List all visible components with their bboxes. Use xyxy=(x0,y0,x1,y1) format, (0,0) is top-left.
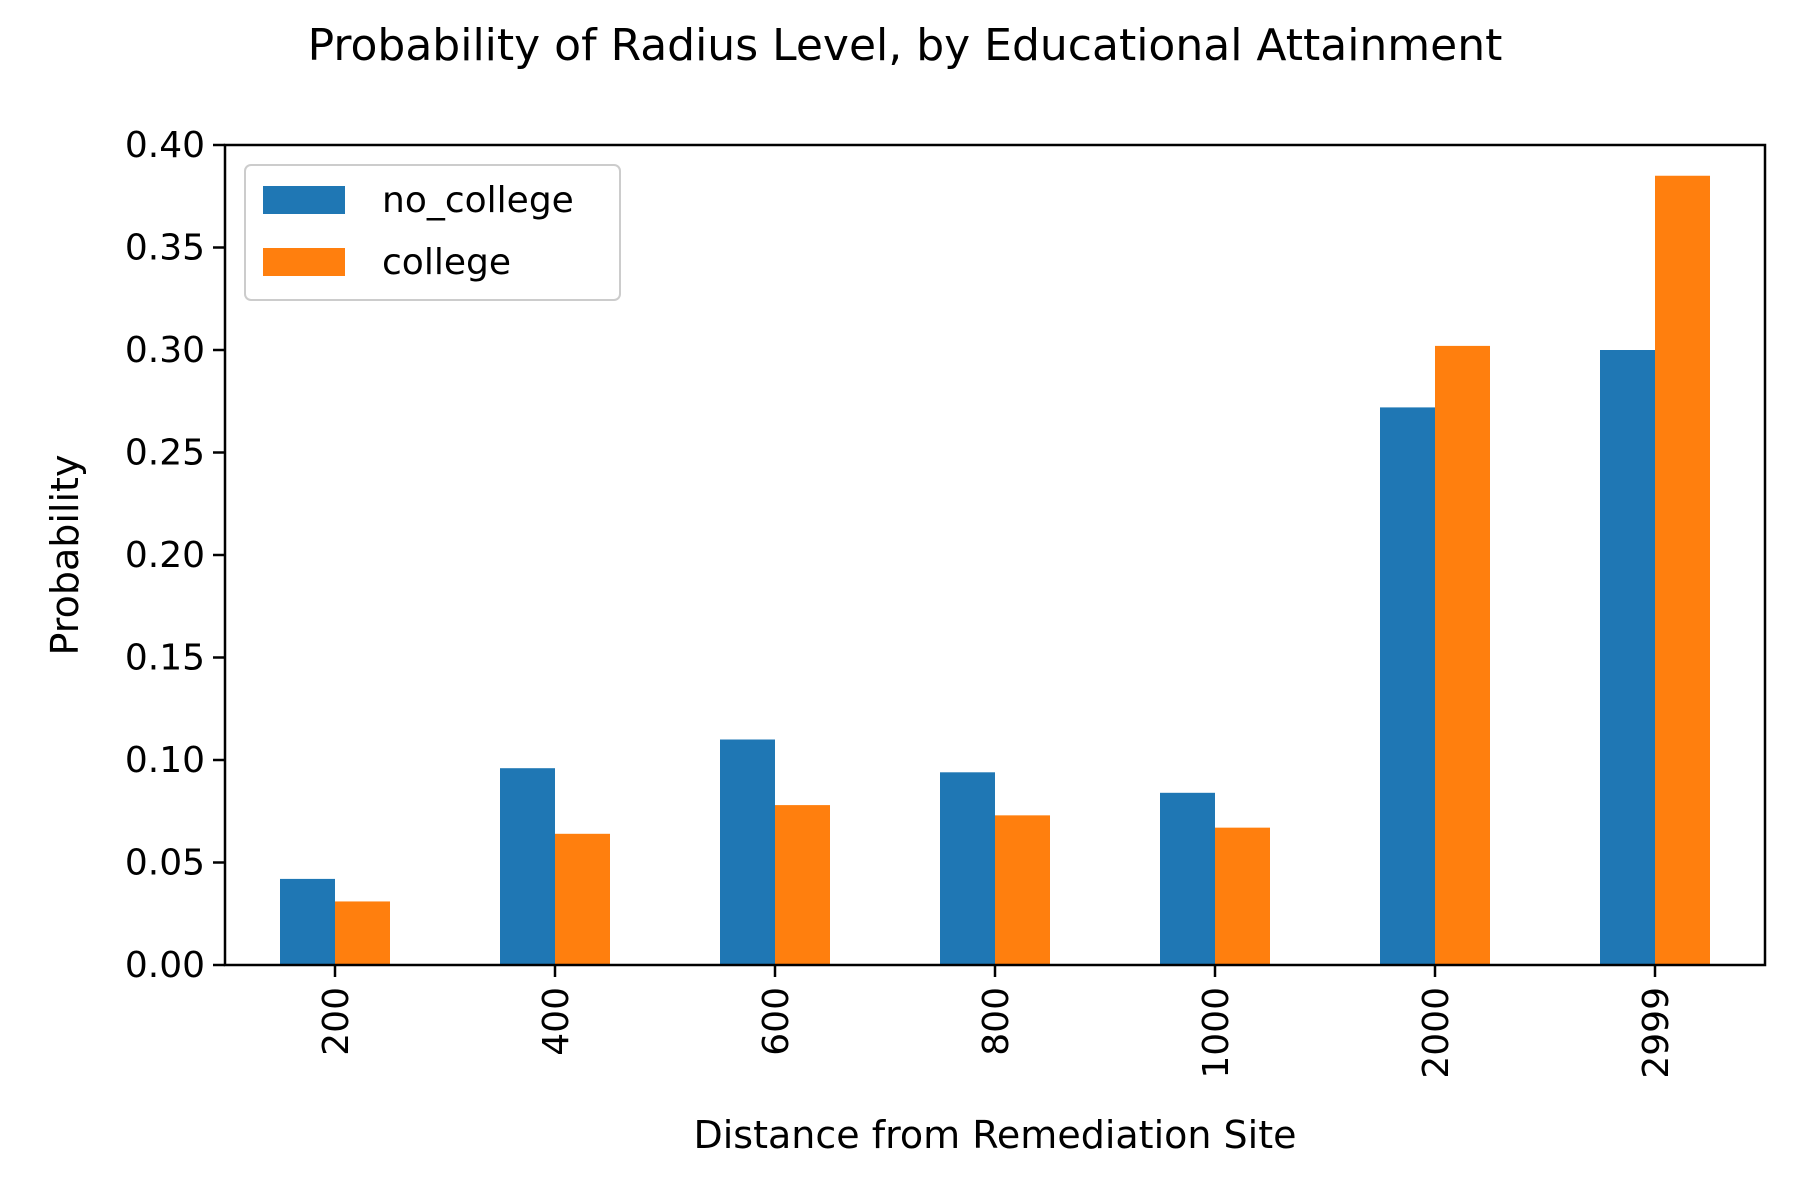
bar-college-1000 xyxy=(1215,827,1270,965)
bar-college-200 xyxy=(335,901,390,965)
bar-college-800 xyxy=(995,815,1050,965)
y-axis: 0.00 0.05 0.10 0.15 0.20 0.25 0.30 0.35 0.40 xyxy=(125,125,225,986)
legend-swatch-no-college xyxy=(263,186,345,214)
x-tick-label: 600 xyxy=(756,987,797,1056)
x-tick-label: 800 xyxy=(976,987,1017,1056)
y-tick-label: 0.05 xyxy=(125,843,205,884)
y-tick-label: 0.20 xyxy=(125,535,205,576)
legend-label-no-college: no_college xyxy=(382,180,574,221)
bar-no-college-1000 xyxy=(1160,792,1215,965)
y-tick-label: 0.25 xyxy=(125,433,205,474)
bar-college-2999 xyxy=(1655,175,1710,965)
x-axis-label: Distance from Remediation Site xyxy=(693,1113,1296,1157)
y-tick-label: 0.40 xyxy=(125,125,205,166)
bar-college-400 xyxy=(555,833,610,965)
bar-no-college-400 xyxy=(500,768,555,965)
x-tick-label: 400 xyxy=(536,987,577,1056)
legend: no_college college xyxy=(244,164,621,301)
bar-no-college-2999 xyxy=(1600,350,1655,965)
y-tick-label: 0.00 xyxy=(125,945,205,986)
chart-title: Probability of Radius Level, by Educatio… xyxy=(308,20,1503,71)
y-tick-label: 0.15 xyxy=(125,638,205,679)
bar-no-college-2000 xyxy=(1380,407,1435,965)
bar-no-college-800 xyxy=(940,772,995,965)
bar-college-2000 xyxy=(1435,345,1490,965)
y-tick-label: 0.10 xyxy=(125,740,205,781)
x-tick-label: 2000 xyxy=(1416,987,1457,1079)
x-tick-label: 2999 xyxy=(1636,987,1677,1079)
x-axis: 200 400 600 800 1000 2000 2999 xyxy=(316,965,1677,1079)
x-tick-label: 200 xyxy=(316,987,357,1056)
legend-label-college: college xyxy=(382,242,511,283)
bar-college-600 xyxy=(775,805,830,965)
y-axis-label: Probability xyxy=(43,455,87,656)
bar-no-college-600 xyxy=(720,739,775,965)
y-tick-label: 0.35 xyxy=(125,228,205,269)
bars-group xyxy=(280,175,1710,965)
x-tick-label: 1000 xyxy=(1196,987,1237,1079)
y-tick-label: 0.30 xyxy=(125,330,205,371)
bar-no-college-200 xyxy=(280,878,335,965)
legend-swatch-college xyxy=(263,248,345,276)
